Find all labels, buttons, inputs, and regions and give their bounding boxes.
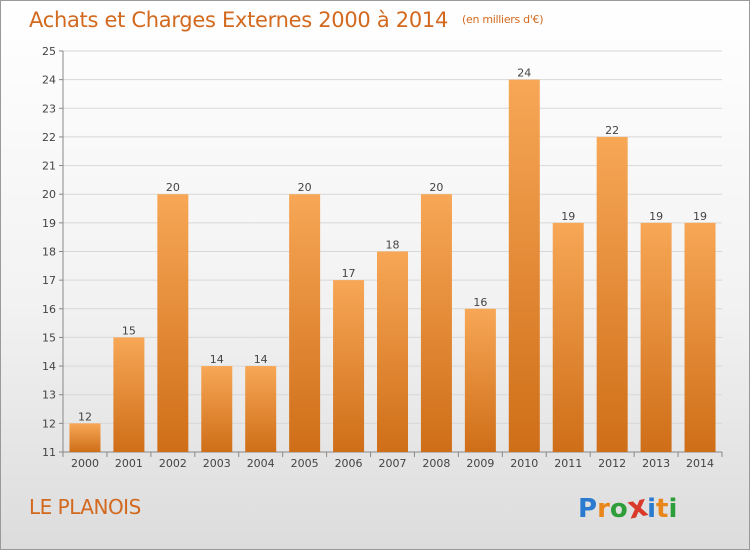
x-tick-label: 2004: [247, 457, 275, 470]
bar-2014: [684, 222, 716, 452]
y-tick-label: 14: [42, 360, 56, 373]
x-tick-label: 2013: [642, 457, 670, 470]
data-label: 19: [561, 210, 575, 223]
x-tick-label: 2008: [422, 457, 450, 470]
data-label: 17: [342, 267, 356, 280]
bar-2012: [596, 136, 628, 452]
bar-2011: [552, 222, 584, 452]
chart-title: Achats et Charges Externes 2000 à 2014 (e…: [29, 8, 544, 32]
x-tick-label: 2005: [291, 457, 319, 470]
bar-2007: [377, 251, 408, 452]
data-label: 20: [298, 181, 312, 194]
y-tick-label: 18: [42, 246, 56, 259]
bar-2009: [464, 308, 496, 452]
x-tick-label: 2012: [598, 457, 626, 470]
y-tick-label: 12: [42, 417, 56, 430]
data-label: 15: [122, 324, 136, 337]
bar-2008: [420, 194, 452, 452]
place-name: LE PLANOIS: [29, 495, 141, 519]
data-label: 18: [386, 239, 400, 252]
bar-2003: [201, 366, 233, 452]
y-tick-label: 20: [42, 188, 56, 201]
data-label: 12: [78, 410, 92, 423]
logo-letter: o: [609, 494, 628, 524]
logo-letter: i: [668, 494, 678, 524]
bar-2005: [289, 194, 321, 452]
y-tick-label: 25: [42, 45, 56, 58]
y-tick-label: 17: [42, 274, 56, 287]
bar-2013: [640, 222, 672, 452]
data-label: 20: [429, 181, 443, 194]
y-tick-label: 22: [42, 131, 56, 144]
x-tick-label: 2010: [510, 457, 538, 470]
x-tick-label: 2000: [71, 457, 99, 470]
data-label: 19: [649, 210, 663, 223]
y-tick-label: 15: [42, 331, 56, 344]
logo-letter: r: [597, 494, 610, 524]
y-tick-label: 19: [42, 217, 56, 230]
x-tick-label: 2014: [686, 457, 714, 470]
bar-2001: [113, 337, 145, 452]
chart-title-text: Achats et Charges Externes 2000 à 2014: [29, 8, 449, 32]
logo-letter: t: [656, 494, 669, 524]
data-label: 24: [517, 67, 531, 80]
x-tick-label: 2002: [159, 457, 187, 470]
logo-letter: P: [578, 494, 598, 524]
data-label: 14: [254, 353, 268, 366]
data-label: 14: [210, 353, 224, 366]
y-tick-label: 11: [42, 446, 56, 459]
proxiti-logo: Proxiti: [578, 488, 678, 526]
x-tick-label: 2011: [554, 457, 582, 470]
y-tick-label: 23: [42, 102, 56, 115]
x-tick-label: 2007: [379, 457, 407, 470]
y-tick-label: 24: [42, 74, 56, 87]
x-tick-label: 2006: [335, 457, 363, 470]
data-label: 22: [605, 124, 619, 137]
bar-2006: [333, 280, 365, 452]
y-tick-label: 16: [42, 303, 56, 316]
data-label: 20: [166, 181, 180, 194]
bar-2010: [508, 79, 540, 453]
y-tick-label: 13: [42, 389, 56, 402]
x-tick-label: 2001: [115, 457, 143, 470]
data-label: 16: [473, 296, 487, 309]
bar-2000: [69, 423, 101, 452]
bar-2004: [245, 366, 277, 452]
x-tick-label: 2003: [203, 457, 231, 470]
x-tick-label: 2009: [466, 457, 494, 470]
y-tick-label: 21: [42, 160, 56, 173]
data-label: 19: [693, 210, 707, 223]
chart-unit: (en milliers d'€): [462, 13, 544, 26]
bar-2002: [157, 194, 189, 452]
logo-letter: i: [647, 494, 657, 524]
